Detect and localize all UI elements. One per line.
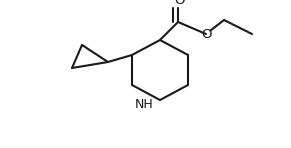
Text: O: O (201, 28, 211, 41)
Text: O: O (174, 0, 184, 7)
Text: NH: NH (135, 99, 153, 111)
